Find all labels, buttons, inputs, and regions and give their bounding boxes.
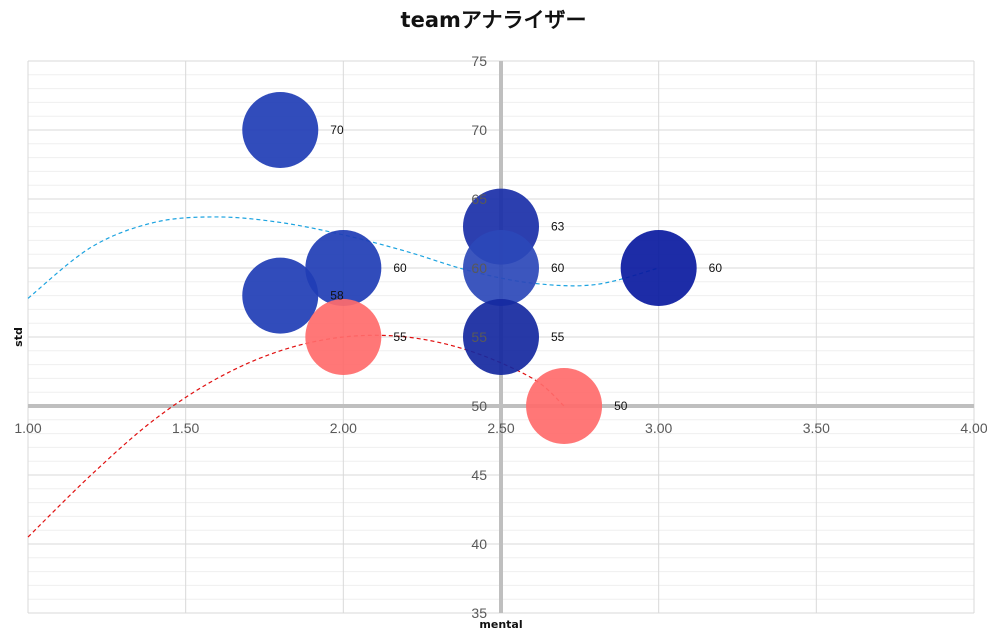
bubble: [463, 230, 539, 306]
bubble: [526, 368, 603, 444]
x-tick-label: 3.00: [645, 420, 672, 436]
data-label: 60: [551, 261, 565, 275]
y-tick-label: 50: [471, 398, 487, 414]
y-tick-label: 40: [471, 536, 487, 552]
x-tick-label: 2.50: [487, 420, 514, 436]
bubbles: [242, 92, 697, 444]
data-label: 60: [393, 261, 407, 275]
x-axis-title: mental: [479, 618, 522, 631]
bubble: [620, 230, 697, 306]
tick-labels: 1.00 1.50 2.00 2.50 3.00 3.50 4.00 35 40 45 50 55 60…: [14, 53, 987, 621]
data-label: 50: [614, 399, 628, 413]
x-tick-label: 2.00: [330, 420, 357, 436]
bubble: [463, 299, 539, 375]
x-tick-label: 1.50: [172, 420, 199, 436]
data-label: 60: [709, 261, 723, 275]
data-labels: 70 58 60 55 63 60 55 50 60: [330, 123, 722, 413]
bubble: [242, 257, 319, 334]
y-tick-label: 45: [471, 467, 487, 483]
y-tick-label: 60: [471, 260, 487, 276]
trendlines: [27, 216, 659, 538]
data-label: 55: [393, 330, 407, 344]
y-tick-label: 55: [471, 329, 487, 345]
data-label: 70: [330, 123, 344, 137]
trendline: [27, 216, 659, 299]
x-tick-label: 3.50: [803, 420, 830, 436]
y-tick-label: 70: [471, 122, 487, 138]
x-tick-label: 1.00: [14, 420, 41, 436]
data-label: 55: [551, 330, 565, 344]
bubble: [305, 299, 382, 375]
x-tick-label: 4.00: [960, 420, 987, 436]
bubble: [305, 230, 382, 306]
y-axis-title: std: [12, 327, 25, 347]
y-tick-label: 75: [471, 53, 487, 69]
bubble: [242, 92, 319, 168]
data-label: 58: [330, 289, 344, 303]
data-label: 63: [551, 220, 565, 234]
chart-title: teamアナライザー: [400, 8, 587, 32]
y-tick-label: 65: [471, 191, 487, 207]
y-tick-label: 35: [471, 605, 487, 621]
